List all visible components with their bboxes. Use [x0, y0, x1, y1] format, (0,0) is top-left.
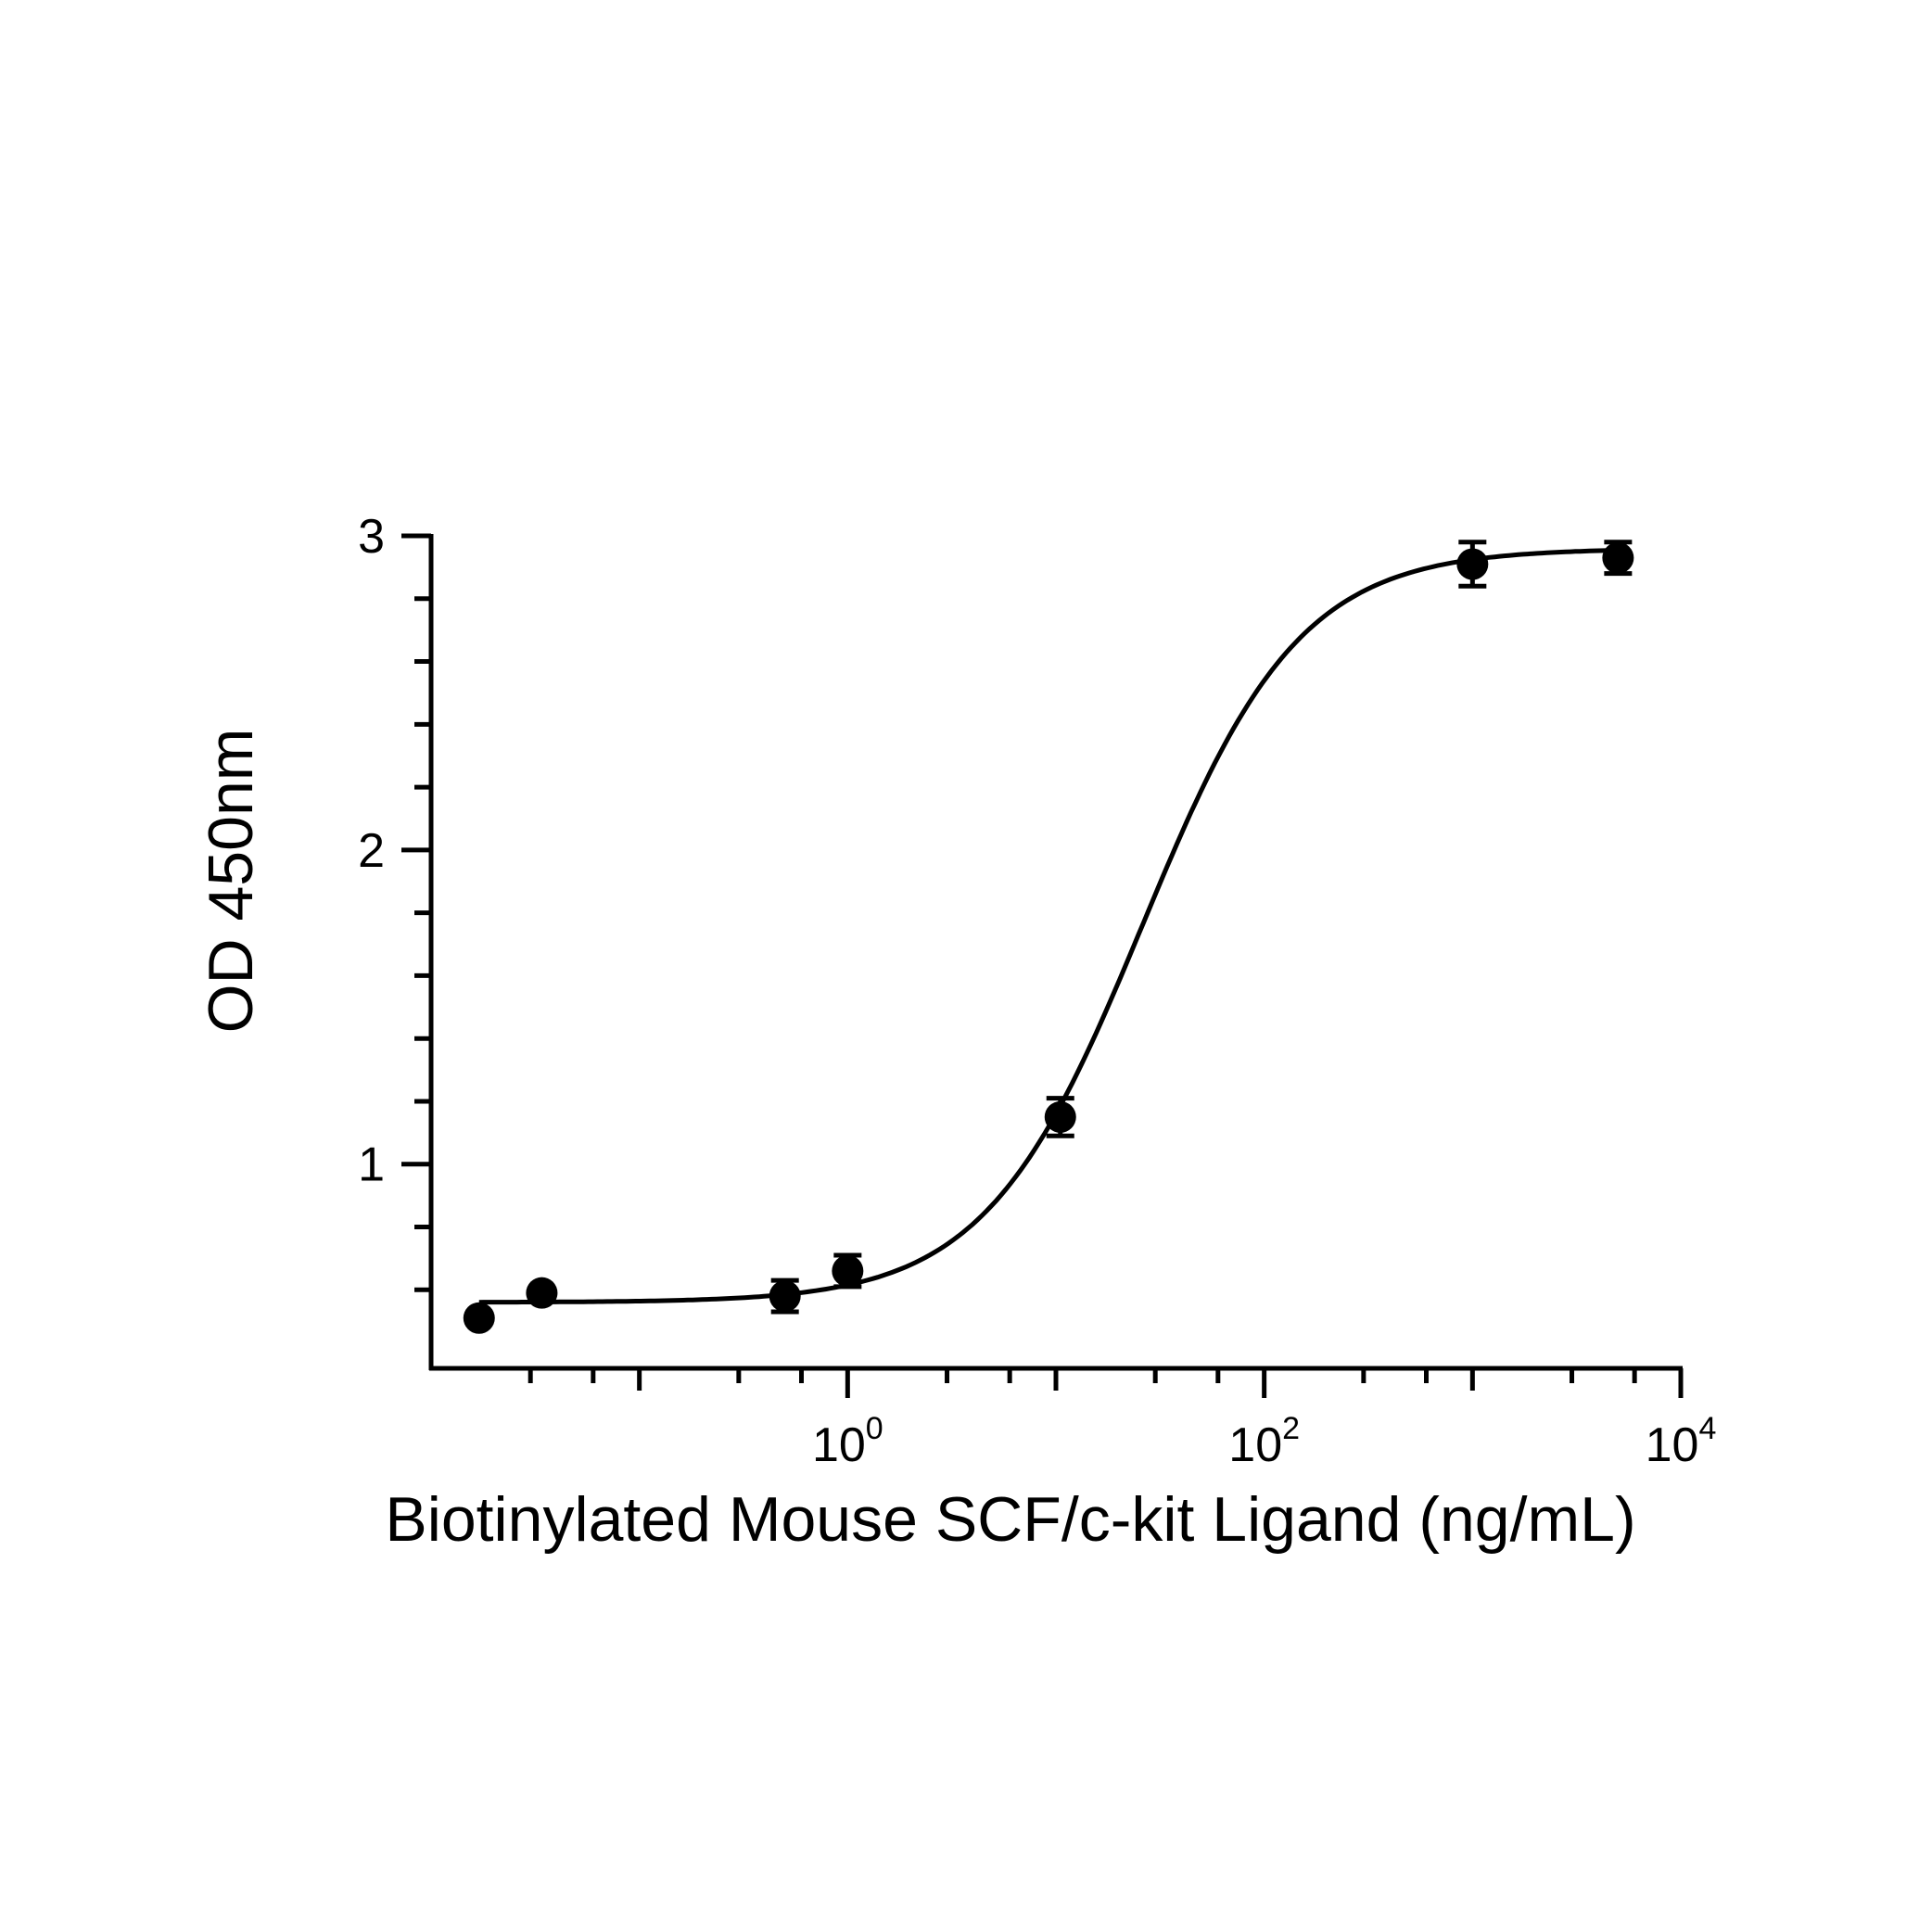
data-point: [1044, 1100, 1076, 1133]
x-tick-label: 100: [812, 1411, 883, 1472]
x-tick-label: 104: [1646, 1411, 1717, 1472]
data-point: [463, 1302, 495, 1334]
fit-curve: [478, 548, 1619, 1305]
data-point: [769, 1280, 801, 1313]
y-tick-label: 1: [358, 1138, 385, 1192]
axes: 1 2 3 100 102 104: [358, 510, 1716, 1472]
data-point: [1602, 541, 1634, 574]
x-tick-label: 102: [1228, 1411, 1300, 1472]
y-axis-title: OD 450nm: [196, 729, 266, 1034]
x-axis-ticks: 100 102 104: [527, 1368, 1717, 1472]
y-tick-label: 2: [358, 824, 385, 878]
x-axis-title: Biotinylated Mouse SCF/c-kit Ligand (ng/…: [385, 1484, 1635, 1555]
data-points: [463, 540, 1634, 1334]
data-point: [832, 1254, 864, 1287]
data-point: [526, 1277, 558, 1309]
y-axis-ticks: 1 2 3: [358, 510, 431, 1292]
y-tick-label: 3: [358, 510, 385, 564]
data-point: [1456, 548, 1489, 580]
